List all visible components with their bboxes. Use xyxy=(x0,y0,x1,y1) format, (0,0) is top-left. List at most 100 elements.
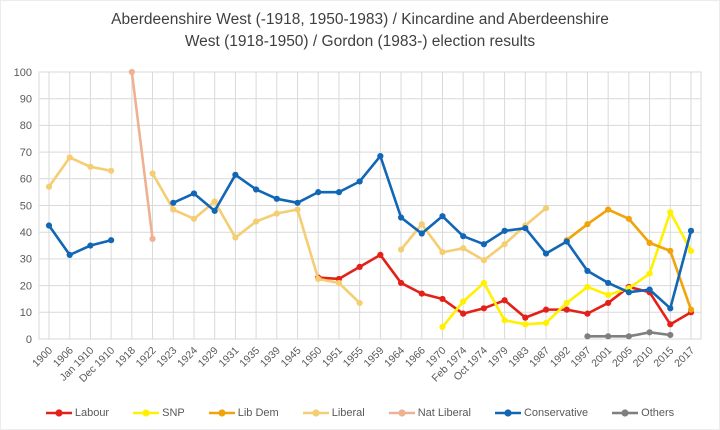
x-axis-tick: 1931 xyxy=(217,345,242,370)
data-point-conservative xyxy=(687,227,695,234)
x-axis-tick-label: 1959 xyxy=(361,345,386,370)
x-axis-tick: 1922 xyxy=(134,345,159,370)
data-point-liberal xyxy=(335,279,343,287)
legend-marker-labour xyxy=(45,409,72,417)
data-point-lib-dem xyxy=(605,206,612,213)
x-axis-tick: 1945 xyxy=(279,345,304,370)
y-axis-tick-label: 60 xyxy=(20,174,32,186)
x-axis-tick-label: 1929 xyxy=(196,345,221,370)
data-point-liberal xyxy=(170,206,177,213)
legend-label-conservative: Conservative xyxy=(523,407,589,419)
data-point-liberal xyxy=(439,249,446,256)
data-point-liberal xyxy=(108,167,115,174)
data-point-conservative xyxy=(232,171,239,178)
data-point-snp xyxy=(501,317,508,324)
data-point-snp xyxy=(439,323,446,331)
x-axis-tick-label: 1923 xyxy=(154,345,179,370)
x-axis-tick-label: 2017 xyxy=(672,345,697,370)
data-point-conservative xyxy=(356,178,363,185)
data-point-conservative xyxy=(646,286,653,293)
data-point-lib-dem xyxy=(667,247,674,254)
data-point-others xyxy=(605,333,612,340)
data-point-labour xyxy=(439,295,446,303)
data-point-snp xyxy=(480,279,488,287)
data-point-lib-dem xyxy=(687,306,695,313)
x-axis-tick: 1900 xyxy=(30,345,55,370)
legend-marker-nat-liberal xyxy=(388,409,415,417)
data-point-labour xyxy=(397,279,405,287)
data-point-liberal xyxy=(190,215,198,222)
plot-border xyxy=(38,71,702,340)
legend-marker-others xyxy=(612,409,639,417)
data-point-others xyxy=(646,329,653,336)
data-point-liberal xyxy=(542,205,550,212)
x-axis-tick-label: 1987 xyxy=(527,345,552,370)
x-axis-tick: 2001 xyxy=(589,345,614,370)
data-point-labour xyxy=(605,299,612,307)
data-point-liberal xyxy=(45,183,53,190)
x-axis-tick: 1950 xyxy=(299,345,324,370)
x-axis-tick-label: 1922 xyxy=(134,345,159,370)
x-axis-tick-label: 1950 xyxy=(299,345,324,370)
x-axis-tick-label: 2001 xyxy=(589,345,614,370)
data-point-lib-dem xyxy=(584,221,591,228)
data-point-conservative xyxy=(377,153,384,160)
x-axis-tick: 1959 xyxy=(361,345,386,370)
x-axis-tick: 1987 xyxy=(527,345,552,370)
data-point-liberal xyxy=(460,245,467,252)
data-point-conservative xyxy=(252,186,260,193)
data-point-labour xyxy=(501,297,508,304)
data-point-liberal xyxy=(294,206,301,213)
data-point-conservative xyxy=(563,238,570,245)
series-line-liberal xyxy=(47,156,113,189)
x-axis-tick: 2017 xyxy=(672,345,697,370)
data-point-conservative xyxy=(315,189,322,196)
series-line-conservative xyxy=(171,154,693,310)
x-axis-tick-label: 1979 xyxy=(486,345,511,370)
data-point-conservative xyxy=(584,267,591,275)
x-axis-tick: 1979 xyxy=(486,345,511,370)
data-point-conservative xyxy=(397,214,405,221)
series-conservative xyxy=(45,153,695,312)
y-axis-tick-label: 40 xyxy=(20,227,32,239)
legend-item-conservative: Conservative xyxy=(494,407,589,419)
data-point-liberal xyxy=(418,221,425,228)
series-others xyxy=(584,329,674,340)
data-point-labour xyxy=(377,251,384,258)
legend-item-snp: SNP xyxy=(133,407,185,419)
series-liberal xyxy=(45,154,550,307)
x-axis-tick: 1966 xyxy=(403,345,428,370)
data-point-conservative xyxy=(190,190,198,197)
data-point-conservative xyxy=(460,233,467,240)
data-point-conservative xyxy=(108,237,115,244)
legend-item-lib-dem: Lib Dem xyxy=(208,407,279,419)
y-axis-tick-label: 100 xyxy=(14,67,32,79)
data-point-conservative xyxy=(605,279,612,287)
legend-item-nat-liberal: Nat Liberal xyxy=(388,407,471,419)
data-point-conservative xyxy=(501,227,508,234)
data-point-conservative xyxy=(170,199,177,206)
y-axis-tick-label: 20 xyxy=(20,280,32,292)
data-point-snp xyxy=(667,209,674,216)
data-point-liberal xyxy=(211,198,218,205)
data-point-liberal xyxy=(149,170,156,177)
x-axis-tick-label: 1900 xyxy=(30,345,55,370)
data-point-conservative xyxy=(273,195,280,202)
legend-marker-conservative xyxy=(494,409,521,417)
legend: Labour SNP Lib Dem Liberal Nat Liberal Conser… xyxy=(1,400,719,426)
data-point-conservative xyxy=(522,225,529,232)
data-point-labour xyxy=(584,310,591,317)
legend-item-labour: Labour xyxy=(45,407,109,419)
data-point-conservative xyxy=(439,213,446,220)
y-axis-tick-label: 90 xyxy=(20,94,32,106)
y-axis-tick-label: 30 xyxy=(20,254,32,266)
x-axis-tick-label: 1918 xyxy=(113,345,138,370)
x-axis-tick-label: 2005 xyxy=(610,345,635,370)
x-axis-tick-label: 2015 xyxy=(651,345,676,370)
data-point-labour xyxy=(480,305,488,312)
data-point-labour xyxy=(418,290,425,297)
x-axis-tick-label: 1924 xyxy=(175,345,200,370)
x-axis-tick-label: 1945 xyxy=(279,345,304,370)
series-snp xyxy=(439,209,695,331)
data-point-others xyxy=(625,333,632,340)
